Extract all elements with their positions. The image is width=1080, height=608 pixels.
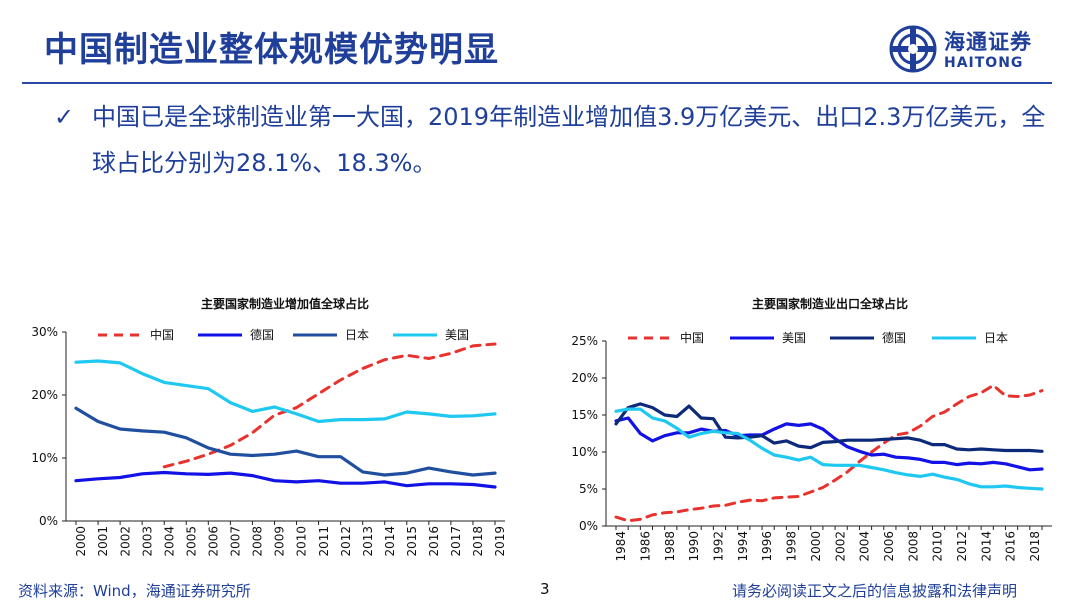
chart-title: 主要国家制造业出口全球占比 [752,296,908,311]
series-line-3 [614,407,1044,491]
legend-label-0: 中国 [680,330,704,345]
y-tick-label: 0% [579,519,598,533]
y-tick-label: 25% [571,334,598,348]
key-point-text: 中国已是全球制造业第一大国，2019年制造业增加值3.9万亿美元、出口2.3万亿… [92,103,1046,177]
x-tick-label: 2016 [1004,531,1018,562]
x-tick-label: 2011 [317,526,331,557]
series-line-1 [614,416,1044,472]
x-tick-label: 1996 [760,531,774,562]
y-tick-label: 10% [31,451,58,465]
company-logo: 海通证券 HAITONG [888,24,1058,76]
legend-label-2: 德国 [882,330,906,345]
x-tick-label: 2003 [140,526,154,557]
x-tick-label: 2009 [273,526,287,557]
x-tick-label: 1984 [614,531,628,562]
x-tick-label: 2013 [361,526,375,557]
y-tick-label: 5% [579,482,598,496]
x-tick-label: 2010 [931,531,945,562]
x-tick-label: 2002 [833,531,847,562]
x-tick-label: 2012 [955,531,969,562]
y-tick-label: 20% [31,388,58,402]
data-source: 资料来源：Wind，海通证券研究所 [18,582,251,600]
x-tick-label: 2001 [96,526,110,557]
export-share-chart: 主要国家制造业出口全球占比 0% 5% 10% 15% 20% 25% 1984 1986 198… [571,296,1052,562]
x-tick-label: 2004 [162,526,176,557]
legend-label-0: 中国 [150,327,174,342]
x-tick-label: 2008 [251,526,265,557]
page-number: 3 [540,580,550,598]
title-underline [22,82,1052,84]
x-tick-label: 2018 [471,526,485,557]
haitong-emblem-icon [889,25,937,73]
legend-label-3: 美国 [445,328,469,342]
legend-label-2: 日本 [345,328,369,342]
chart-title: 主要国家制造业增加值全球占比 [201,296,369,311]
y-tick-label: 20% [571,371,598,385]
x-tick-label: 2006 [207,526,221,557]
x-tick-label: 2014 [979,531,993,562]
x-tick-label: 1988 [663,531,677,562]
x-tick-label: 2000 [809,531,823,562]
series-line-3 [74,359,497,424]
x-tick-label: 1990 [687,531,701,562]
x-tick-label: 2008 [906,531,920,562]
x-tick-label: 2005 [184,526,198,557]
x-tick-label: 1992 [712,531,726,562]
x-tick-label: 2010 [295,526,309,557]
x-tick-label: 2014 [383,526,397,557]
series-line-2 [614,402,1044,453]
x-tick-label: 2007 [229,526,243,557]
y-tick-label: 30% [31,325,58,339]
x-tick-label: 2015 [405,526,419,557]
x-tick-label: 2017 [449,526,463,557]
series-line-1 [74,470,497,489]
x-tick-label: 1986 [639,531,653,562]
y-tick-label: 10% [571,445,598,459]
logo-english-name: HAITONG [944,55,1024,71]
x-tick-label: 2002 [118,526,132,557]
x-tick-label: 1994 [736,531,750,562]
legal-disclaimer: 请务必阅读正文之后的信息披露和法律声明 [732,582,1018,600]
series-line-2 [74,406,497,477]
x-tick-label: 2019 [493,526,507,557]
x-tick-label: 2006 [882,531,896,562]
legend-label-1: 德国 [250,327,274,342]
y-tick-label: 15% [571,408,598,422]
y-tick-label: 0% [39,514,58,528]
x-tick-label: 2000 [74,526,88,557]
legend-label-3: 日本 [984,331,1008,345]
x-tick-label: 2016 [427,526,441,557]
x-tick-label: 1998 [785,531,799,562]
x-tick-label: 2012 [339,526,353,557]
x-tick-label: 2018 [1028,531,1042,562]
legend-label-1: 美国 [782,331,806,345]
value-added-share-chart: 主要国家制造业增加值全球占比 0% 10% 20% 30% 2000 2001 2002 200… [31,296,507,557]
page-title: 中国制造业整体规模优势明显 [44,30,499,70]
check-icon: ✓ [54,103,75,131]
series-line-0 [614,383,1044,523]
logo-chinese-name: 海通证券 [944,29,1032,54]
x-tick-label: 2004 [858,531,872,562]
